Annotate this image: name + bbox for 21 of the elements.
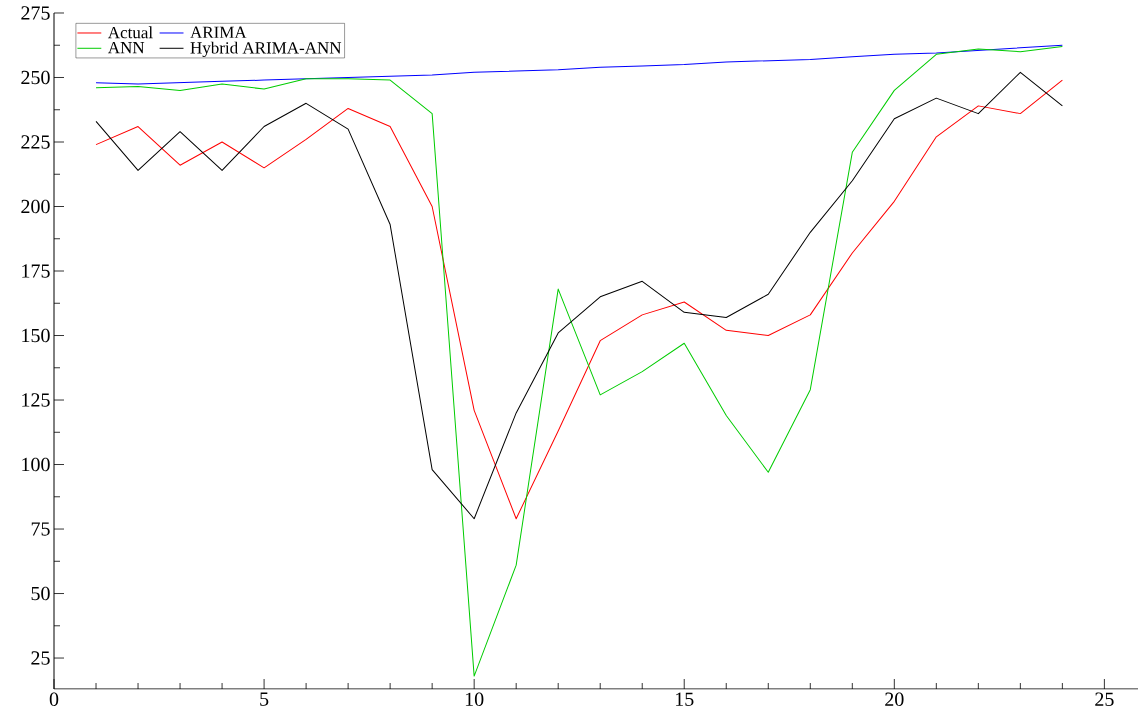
y-tick-label: 175 [22, 264, 50, 278]
y-tick-label: 275 [21, 6, 50, 20]
y-tick-label: 100 [22, 457, 50, 472]
x-tick-label: 5 [260, 692, 269, 706]
y-tick-label: 150 [22, 328, 50, 343]
x-tick-label: 25 [1095, 692, 1114, 706]
y-tick-label: 25 [31, 651, 50, 665]
legend-label: Actual [107, 26, 153, 39]
x-tick-label: 0 [49, 692, 59, 707]
y-tick-label: 225 [21, 135, 50, 149]
legend-label: Hybrid ARIMA-ANN [190, 41, 342, 58]
legend-label: ANN [107, 41, 145, 54]
y-tick-label: 75 [31, 522, 50, 536]
y-tick-label: 50 [31, 586, 50, 601]
y-tick-label: 125 [22, 393, 50, 407]
legend-label: ARIMA [190, 26, 247, 38]
y-tick-label: 250 [21, 70, 50, 85]
y-tick-label: 200 [21, 199, 50, 214]
x-tick-label: 15 [675, 692, 694, 706]
x-tick-label: 20 [885, 692, 904, 707]
x-tick-label: 10 [465, 692, 484, 707]
